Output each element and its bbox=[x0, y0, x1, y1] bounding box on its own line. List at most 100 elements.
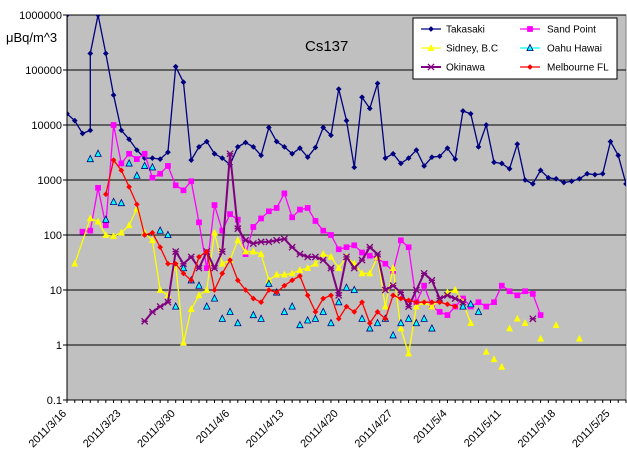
point-okinawa bbox=[412, 286, 420, 294]
point-sidney-b-c bbox=[86, 214, 94, 222]
legend-label: Takasaki bbox=[446, 25, 485, 36]
point-oahu-hawai bbox=[288, 302, 296, 310]
point-sand-point bbox=[405, 244, 412, 251]
point-takasaki bbox=[250, 143, 257, 150]
point-takasaki bbox=[79, 130, 86, 137]
point-oahu-hawai bbox=[140, 161, 149, 169]
point-sidney-b-c bbox=[335, 263, 343, 271]
point-sand-point bbox=[366, 252, 373, 259]
point-sidney-b-c bbox=[117, 228, 125, 236]
point-takasaki bbox=[242, 139, 249, 146]
legend-label: Okinawa bbox=[446, 63, 485, 74]
point-okinawa bbox=[195, 264, 203, 272]
point-sand-point bbox=[421, 282, 427, 289]
point-takasaki bbox=[164, 149, 171, 156]
legend-label: Oahu Hawai bbox=[547, 44, 602, 55]
legend-item-okinawa: Okinawa bbox=[421, 63, 485, 74]
point-sidney-b-c bbox=[482, 347, 490, 355]
point-takasaki bbox=[126, 136, 133, 143]
point-okinawa bbox=[311, 253, 320, 261]
point-okinawa bbox=[210, 264, 219, 272]
point-oahu-hawai bbox=[125, 158, 133, 167]
point-takasaki bbox=[133, 147, 140, 154]
point-oahu-hawai bbox=[459, 302, 467, 310]
point-melbourne-fl bbox=[164, 260, 171, 267]
point-oahu-hawai bbox=[280, 307, 289, 315]
point-sand-point bbox=[359, 249, 365, 256]
point-sidney-b-c bbox=[552, 320, 560, 328]
legend-label: Sidney, B.C bbox=[446, 44, 498, 55]
point-sidney-b-c bbox=[156, 285, 164, 293]
point-takasaki bbox=[506, 165, 513, 172]
point-takasaki bbox=[265, 124, 272, 131]
y-tick-label: 10 bbox=[50, 285, 62, 297]
point-oahu-hawai bbox=[474, 307, 483, 315]
point-melbourne-fl bbox=[157, 244, 164, 251]
point-takasaki bbox=[366, 105, 373, 112]
point-takasaki bbox=[219, 155, 226, 162]
point-oahu-hawai bbox=[94, 149, 102, 157]
point-sidney-b-c bbox=[179, 338, 187, 346]
point-okinawa bbox=[373, 250, 382, 258]
point-takasaki bbox=[498, 160, 505, 167]
point-takasaki bbox=[328, 132, 334, 139]
point-sidney-b-c bbox=[211, 228, 219, 236]
point-oahu-hawai bbox=[265, 279, 273, 287]
point-okinawa bbox=[350, 264, 358, 272]
point-melbourne-fl bbox=[289, 277, 296, 284]
series-takasaki bbox=[67, 15, 626, 187]
point-melbourne-fl bbox=[211, 287, 218, 293]
legend: Takasaki Sand Point Sidney, B.C Oahu Hawai O… bbox=[412, 17, 618, 80]
point-sand-point bbox=[312, 218, 319, 224]
point-sand-point bbox=[141, 150, 148, 157]
legend-item-sand-point: Sand Point bbox=[520, 25, 596, 36]
point-takasaki bbox=[607, 138, 614, 145]
point-sidney-b-c bbox=[110, 232, 118, 240]
point-sand-point bbox=[118, 160, 125, 167]
point-takasaki bbox=[196, 143, 202, 150]
point-takasaki bbox=[67, 110, 70, 117]
point-sidney-b-c bbox=[467, 318, 475, 326]
point-melbourne-fl bbox=[133, 201, 140, 208]
point-melbourne-fl bbox=[335, 315, 342, 322]
point-oahu-hawai bbox=[366, 323, 374, 332]
point-takasaki bbox=[584, 170, 591, 177]
point-okinawa bbox=[179, 260, 188, 268]
point-sidney-b-c bbox=[506, 324, 514, 332]
point-takasaki bbox=[382, 155, 389, 162]
point-okinawa bbox=[218, 247, 226, 256]
point-okinawa bbox=[257, 238, 265, 246]
point-melbourne-fl bbox=[351, 308, 358, 315]
point-melbourne-fl bbox=[436, 299, 443, 306]
point-takasaki bbox=[374, 80, 381, 87]
point-takasaki bbox=[491, 159, 497, 166]
point-sand-point bbox=[498, 282, 505, 289]
point-melbourne-fl bbox=[405, 297, 412, 304]
point-oahu-hawai bbox=[102, 215, 110, 223]
point-takasaki bbox=[545, 174, 552, 181]
point-melbourne-fl bbox=[312, 308, 319, 315]
point-sand-point bbox=[529, 291, 536, 297]
point-okinawa bbox=[187, 253, 195, 261]
point-sand-point bbox=[211, 202, 218, 208]
point-takasaki bbox=[343, 117, 350, 124]
point-sand-point bbox=[475, 299, 482, 306]
point-okinawa bbox=[327, 264, 335, 272]
y-tick-label: 1000000 bbox=[19, 10, 62, 22]
point-takasaki bbox=[553, 175, 560, 182]
point-sand-point bbox=[382, 260, 389, 267]
point-melbourne-fl bbox=[281, 282, 288, 289]
point-melbourne-fl bbox=[219, 270, 226, 277]
point-oahu-hawai bbox=[389, 330, 397, 339]
legend-item-sidney-b-c: Sidney, B.C bbox=[421, 44, 498, 55]
point-oahu-hawai bbox=[171, 302, 180, 310]
y-axis: 0.1 1 10 100 1000 10000 100000 1000000 bbox=[19, 10, 68, 407]
point-takasaki bbox=[296, 145, 303, 152]
point-takasaki bbox=[591, 171, 598, 178]
point-melbourne-fl bbox=[382, 315, 389, 322]
point-sand-point bbox=[87, 227, 94, 234]
point-sidney-b-c bbox=[513, 314, 521, 322]
point-sidney-b-c bbox=[94, 217, 102, 225]
y-tick-label: 100000 bbox=[25, 65, 62, 77]
point-sidney-b-c bbox=[498, 362, 506, 370]
